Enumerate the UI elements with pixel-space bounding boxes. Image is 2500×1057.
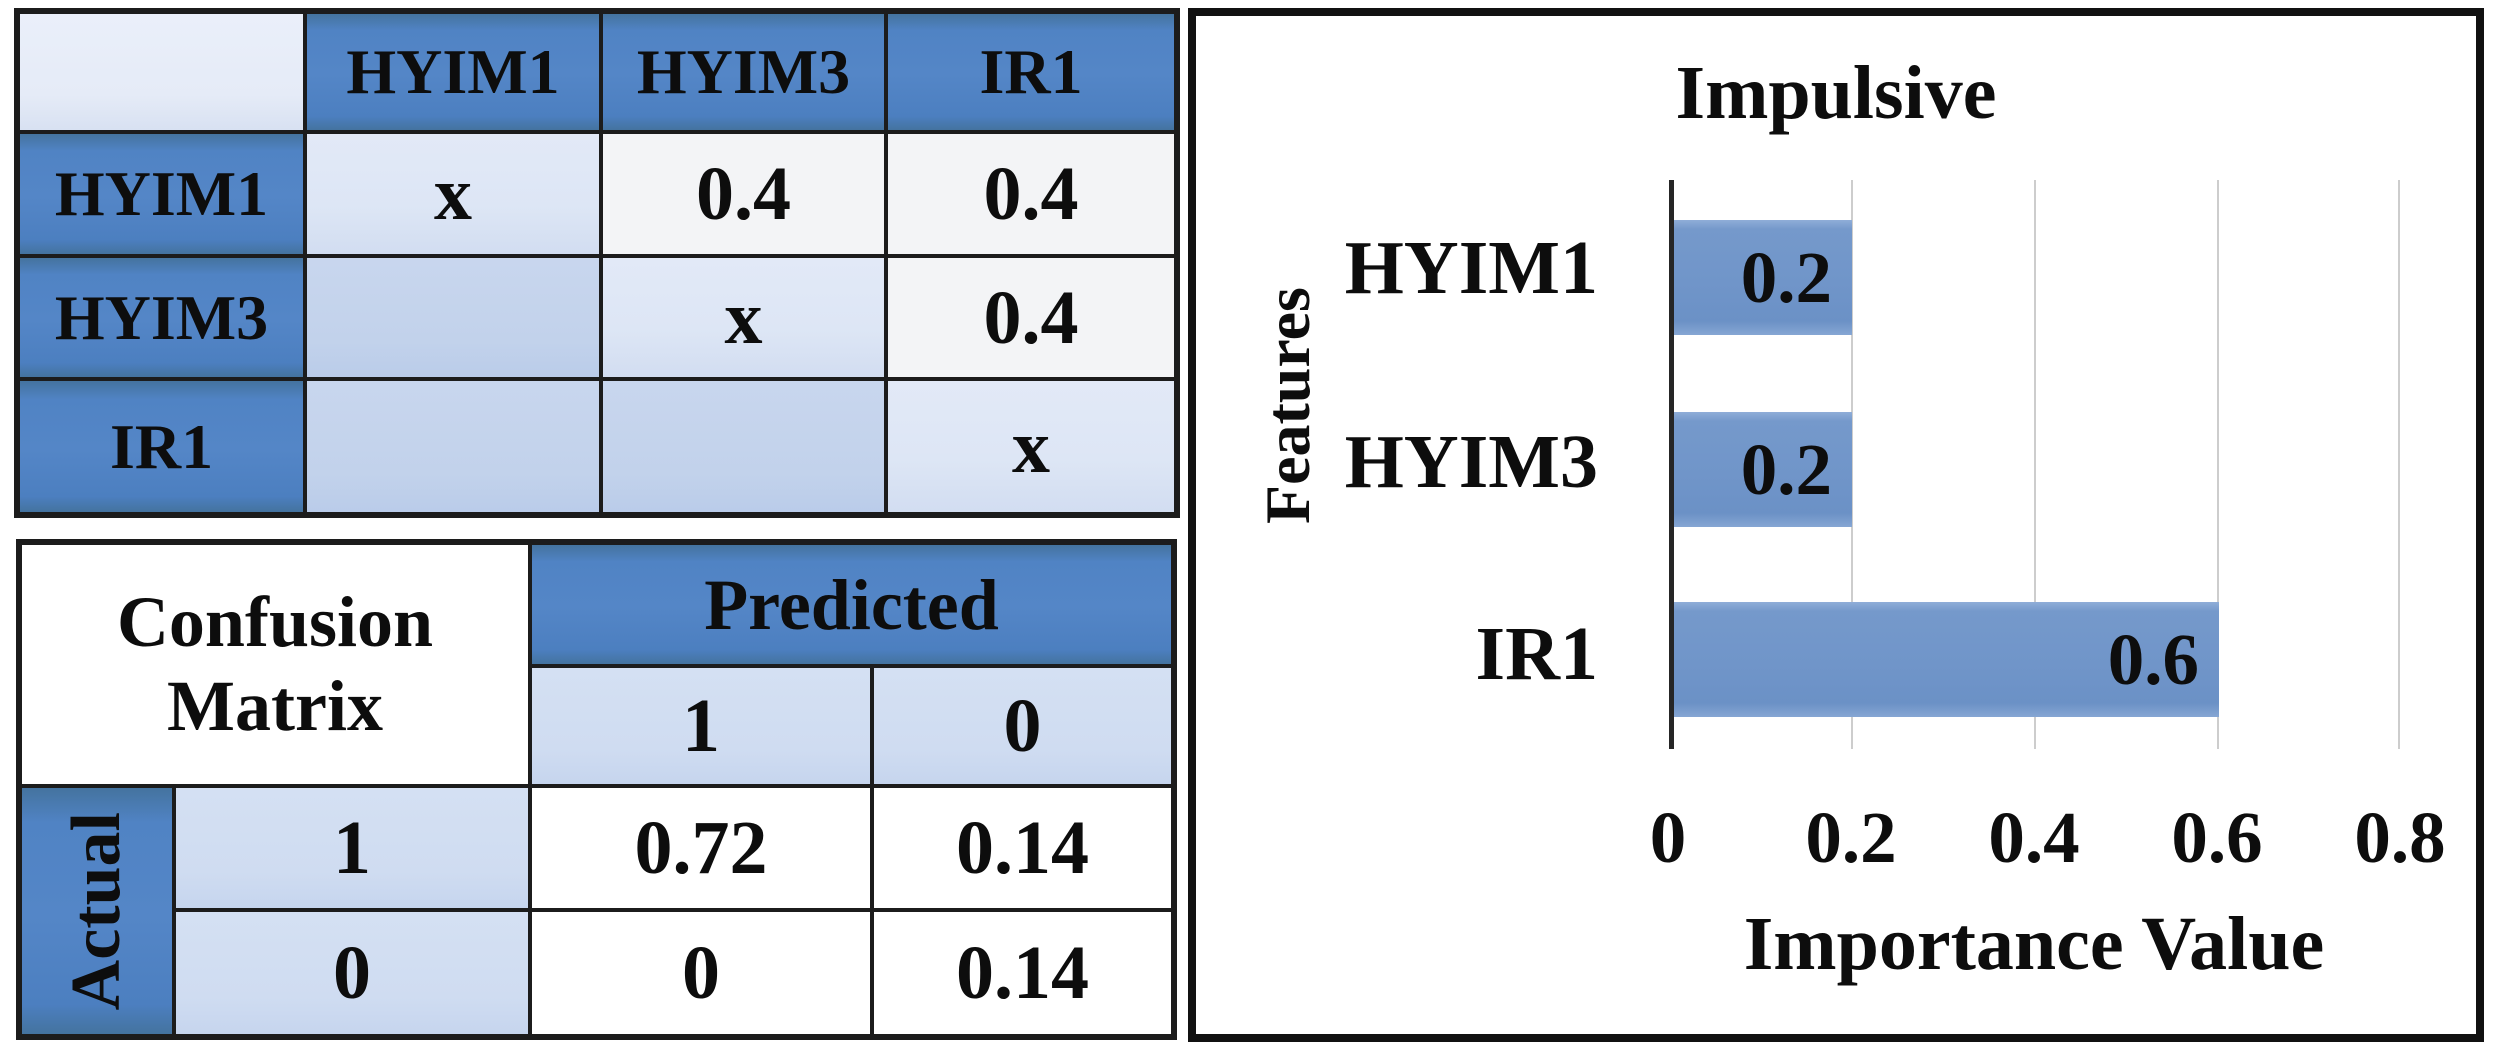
correlation-cell-diagonal: x bbox=[603, 258, 884, 377]
gridline-0-2 bbox=[1851, 180, 1853, 749]
confusion-matrix-title: Confusion Matrix bbox=[22, 545, 528, 784]
actual-class-0: 0 bbox=[176, 912, 528, 1034]
actual-class-1: 1 bbox=[176, 788, 528, 908]
gridline-0-6 bbox=[2217, 180, 2219, 749]
confusion-matrix-title-line2: Matrix bbox=[167, 665, 383, 746]
bar-hyim1: 0.2 bbox=[1674, 220, 1852, 335]
correlation-cell-value: 0.4 bbox=[603, 134, 884, 254]
bar-value-label-hyim3: 0.2 bbox=[1740, 429, 1832, 510]
x-tick-0: 0 bbox=[1649, 797, 1687, 878]
category-label-hyim1: HYIM1 bbox=[1344, 226, 1598, 310]
plot-area: 0.2 0.2 0.6 bbox=[1669, 180, 2405, 749]
correlation-cell-diagonal: x bbox=[888, 381, 1174, 512]
confusion-matrix-table: Confusion Matrix Predicted 1 0 Actual 1 … bbox=[16, 539, 1177, 1040]
correlation-cell-empty bbox=[307, 258, 599, 377]
confusion-value-tn: 0.14 bbox=[874, 912, 1171, 1034]
correlation-cell-value: 0.4 bbox=[888, 258, 1174, 377]
gridline-0-4 bbox=[2034, 180, 2036, 749]
chart-title: Impulsive bbox=[1675, 51, 1997, 135]
bar-ir1: 0.6 bbox=[1674, 602, 2219, 717]
bar-value-label-hyim1: 0.2 bbox=[1740, 237, 1832, 318]
confusion-value-fn: 0.14 bbox=[874, 788, 1171, 908]
bar-value-label-ir1: 0.6 bbox=[2107, 619, 2199, 700]
predicted-class-1: 1 bbox=[532, 668, 870, 784]
category-label-ir1: IR1 bbox=[1475, 612, 1598, 696]
correlation-cell-diagonal: x bbox=[307, 134, 599, 254]
category-label-hyim3: HYIM3 bbox=[1344, 420, 1598, 504]
confusion-value-tp: 0.72 bbox=[532, 788, 870, 908]
correlation-col-header-hyim3: HYIM3 bbox=[603, 14, 884, 130]
x-tick-0-2: 0.2 bbox=[1805, 797, 1897, 878]
correlation-corner-cell bbox=[20, 14, 303, 130]
correlation-col-header-ir1: IR1 bbox=[888, 14, 1174, 130]
predicted-header: Predicted bbox=[532, 545, 1171, 664]
correlation-cell-value: 0.4 bbox=[888, 134, 1174, 254]
predicted-class-0: 0 bbox=[874, 668, 1171, 784]
x-tick-0-8: 0.8 bbox=[2354, 797, 2446, 878]
correlation-col-header-hyim1: HYIM1 bbox=[307, 14, 599, 130]
actual-header: Actual bbox=[22, 788, 172, 1034]
importance-chart-panel: Impulsive Features HYIM1 HYIM3 IR1 0.2 0… bbox=[1188, 8, 2484, 1042]
correlation-row-header-ir1: IR1 bbox=[20, 381, 303, 512]
bar-hyim3: 0.2 bbox=[1674, 412, 1852, 527]
correlation-cell-empty bbox=[603, 381, 884, 512]
correlation-cell-empty bbox=[307, 381, 599, 512]
x-tick-0-4: 0.4 bbox=[1988, 797, 2080, 878]
x-tick-0-6: 0.6 bbox=[2171, 797, 2263, 878]
confusion-matrix-title-line1: Confusion bbox=[116, 581, 434, 662]
correlation-row-header-hyim1: HYIM1 bbox=[20, 134, 303, 254]
actual-header-text: Actual bbox=[58, 811, 135, 1011]
correlation-row-header-hyim3: HYIM3 bbox=[20, 258, 303, 377]
correlation-table: HYIM1 HYIM3 IR1 HYIM1 x 0.4 0.4 HYIM3 x … bbox=[14, 8, 1180, 518]
x-axis-label: Importance Value bbox=[1743, 902, 2325, 986]
gridline-0-8 bbox=[2398, 180, 2400, 749]
confusion-value-fp: 0 bbox=[532, 912, 870, 1034]
